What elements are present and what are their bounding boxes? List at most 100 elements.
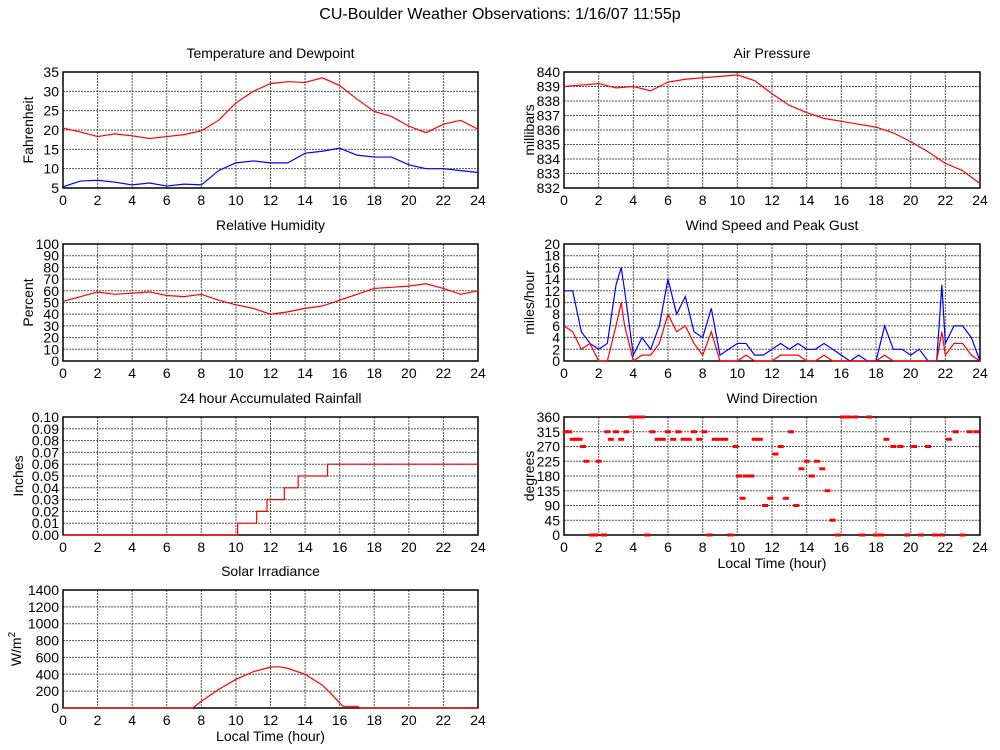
y-tick-label: 0: [51, 353, 59, 369]
data-point: [859, 533, 866, 537]
y-tick-label: 0.03: [32, 492, 59, 508]
data-point: [607, 437, 614, 441]
y-tick-label: 30: [43, 318, 59, 334]
x-tick-label: 6: [664, 192, 672, 208]
y-tick-label: 200: [36, 683, 60, 699]
data-point: [866, 415, 873, 419]
y-tick-label: 70: [43, 271, 59, 287]
x-tick-label: 22: [938, 365, 954, 381]
y-tick-label: 840: [537, 64, 561, 80]
y-tick-label: 0: [552, 527, 560, 543]
y-tick-label: 2: [552, 341, 560, 357]
chart-rh: Relative Humidity01020304050607080901000…: [20, 217, 486, 381]
y-tick-label: 5: [51, 180, 59, 196]
plot-frame: [62, 589, 479, 709]
x-tick-label: 24: [470, 712, 486, 728]
x-tick-label: 24: [972, 365, 988, 381]
data-point: [562, 430, 569, 434]
y-tick-label: 20: [43, 122, 59, 138]
y-tick-label: 834: [537, 151, 561, 167]
data-point: [904, 533, 911, 537]
chart-title: Relative Humidity: [216, 217, 325, 233]
data-point: [840, 415, 847, 419]
y-tick-label: 0.09: [32, 421, 59, 437]
plot-frame: [563, 416, 981, 536]
data-point: [654, 437, 661, 441]
y-tick-label: 35: [43, 64, 59, 80]
data-point: [938, 533, 945, 537]
x-tick-label: 20: [401, 192, 417, 208]
y-tick-label: 315: [537, 424, 561, 440]
x-tick-label: 6: [664, 365, 672, 381]
y-tick-label: 839: [537, 79, 561, 95]
data-point: [573, 437, 580, 441]
data-point: [659, 437, 666, 441]
y-tick-label: 225: [537, 453, 561, 469]
y-tick-label: 0.00: [32, 527, 59, 543]
data-point: [788, 430, 795, 434]
plot-frame: [62, 416, 479, 536]
y-tick-label: 0: [51, 700, 59, 716]
y-tick-label: 0.02: [32, 503, 59, 519]
x-tick-label: 20: [401, 365, 417, 381]
x-tick-label: 18: [366, 192, 382, 208]
data-point: [701, 430, 708, 434]
x-tick-label: 16: [834, 192, 850, 208]
data-point: [604, 430, 611, 434]
data-point: [945, 437, 952, 441]
data-point: [966, 430, 973, 434]
x-tick-label: 6: [163, 712, 171, 728]
x-tick-label: 20: [903, 192, 919, 208]
y-tick-label: 400: [36, 666, 60, 682]
data-point: [748, 474, 755, 478]
y-axis-label: Inches: [10, 455, 26, 496]
x-tick-label: 6: [163, 192, 171, 208]
x-tick-label: 0: [59, 712, 67, 728]
data-point: [777, 445, 784, 448]
series-line-rainfall: [63, 463, 478, 536]
y-tick-label: 8: [552, 306, 560, 322]
y-axis-label: Fahrenheit: [20, 96, 36, 163]
x-tick-label: 4: [629, 192, 637, 208]
y-tick-label: 1200: [28, 599, 59, 615]
y-tick-label: 20: [43, 330, 59, 346]
x-tick-label: 4: [629, 365, 637, 381]
x-tick-label: 22: [938, 539, 954, 555]
data-point: [696, 437, 703, 441]
x-tick-label: 2: [94, 365, 102, 381]
y-axis-label: millibars: [521, 104, 537, 155]
y-tick-label: 20: [544, 236, 560, 252]
y-axis-label-sup: 2: [7, 631, 18, 637]
data-point: [824, 489, 831, 493]
x-tick-label: 10: [228, 712, 244, 728]
y-tick-label: 0.07: [32, 444, 59, 460]
x-tick-label: 14: [297, 539, 313, 555]
y-tick-label: 360: [537, 409, 561, 425]
y-axis-label: degrees: [521, 451, 537, 502]
data-point: [595, 459, 602, 463]
y-tick-label: 12: [544, 283, 560, 299]
x-tick-label: 2: [595, 192, 603, 208]
y-tick-label: 4: [552, 330, 560, 346]
data-point: [600, 533, 607, 537]
x-tick-label: 2: [94, 539, 102, 555]
y-tick-label: 6: [552, 318, 560, 334]
x-tick-label: 18: [868, 192, 884, 208]
data-point: [959, 533, 966, 537]
data-point: [566, 430, 573, 434]
chart-title: Air Pressure: [733, 45, 810, 61]
y-tick-label: 90: [544, 498, 560, 514]
x-tick-label: 0: [59, 539, 67, 555]
y-tick-label: 837: [537, 108, 561, 124]
x-tick-label: 14: [799, 365, 815, 381]
plot-frame: [62, 71, 479, 189]
data-point: [918, 533, 925, 537]
x-tick-label: 22: [436, 192, 452, 208]
x-axis-label: Local Time (hour): [216, 728, 325, 744]
x-tick-label: 16: [834, 539, 850, 555]
x-tick-label: 12: [764, 365, 780, 381]
y-tick-label: 836: [537, 122, 561, 138]
x-tick-label: 0: [560, 192, 568, 208]
